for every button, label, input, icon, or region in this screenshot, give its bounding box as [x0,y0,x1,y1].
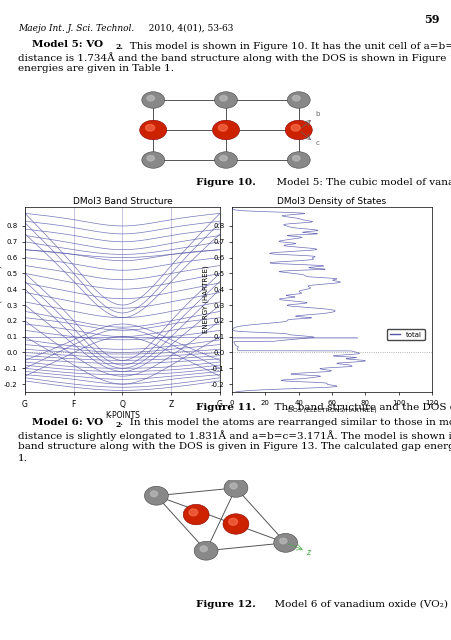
Circle shape [292,156,299,161]
Text: c: c [315,140,318,146]
Text: z: z [305,548,309,557]
Text: distance is 1.734Å and the band structure along with the DOS is shown in Figure : distance is 1.734Å and the band structur… [18,52,451,63]
Text: Figure 12.: Figure 12. [196,600,255,609]
Circle shape [287,152,309,168]
Circle shape [214,92,237,108]
Circle shape [144,486,168,505]
Text: Figure 10.: Figure 10. [196,178,255,187]
Circle shape [279,538,286,544]
Circle shape [218,124,227,131]
Circle shape [212,120,239,140]
Circle shape [228,518,237,525]
Circle shape [230,483,237,489]
Y-axis label: ENERGY (HARTREE): ENERGY (HARTREE) [0,266,2,333]
Circle shape [292,95,299,101]
Text: band structure along with the DOS is given in Figure 13. The calculated gap ener: band structure along with the DOS is giv… [18,442,451,451]
Circle shape [200,546,207,552]
Circle shape [142,152,164,168]
Title: DMol3 Band Structure: DMol3 Band Structure [73,197,172,206]
Circle shape [189,509,198,516]
Text: 2: 2 [115,43,120,51]
Y-axis label: ENERGY (HARTREE): ENERGY (HARTREE) [202,266,209,333]
Circle shape [222,514,249,534]
Text: .  In this model the atoms are rearranged similar to those in model 5. The V-O: . In this model the atoms are rearranged… [120,418,451,427]
Title: DMol3 Density of States: DMol3 Density of States [277,197,386,206]
Circle shape [287,92,309,108]
Circle shape [142,92,164,108]
X-axis label: DOS (ELECTRONS/HARTREE): DOS (ELECTRONS/HARTREE) [287,408,376,413]
Circle shape [183,504,209,525]
Text: 2: 2 [115,421,120,429]
Circle shape [273,533,297,552]
Text: Model 5: VO: Model 5: VO [32,40,103,49]
Circle shape [150,491,157,497]
Text: Maejo Int. J. Sci. Technol.: Maejo Int. J. Sci. Technol. [18,24,134,33]
Text: 1.: 1. [18,454,28,463]
Circle shape [224,479,247,497]
X-axis label: K-POINTS: K-POINTS [105,412,140,420]
Circle shape [145,124,154,131]
Text: b: b [315,111,319,118]
Text: Model 6: VO: Model 6: VO [32,418,103,427]
Text: Model 6 of vanadium oxide (VO₂): Model 6 of vanadium oxide (VO₂) [267,600,447,609]
Text: The band structure and the DOS of model 5: The band structure and the DOS of model … [267,403,451,412]
Text: 59: 59 [423,14,439,25]
Circle shape [290,124,299,131]
Legend: total: total [386,329,423,340]
Circle shape [214,152,237,168]
Text: 2010, 4(01), 53-63: 2010, 4(01), 53-63 [143,24,233,33]
Text: distance is slightly elongated to 1.831Å and a=b=c=3.171Å. The model is shown in: distance is slightly elongated to 1.831Å… [18,430,451,441]
Text: Figure 11.: Figure 11. [196,403,255,412]
Text: .  This model is shown in Figure 10. It has the unit cell of a=b=c=3.468Å. The V: . This model is shown in Figure 10. It h… [120,40,451,51]
Text: energies are given in Table 1.: energies are given in Table 1. [18,64,174,73]
Circle shape [194,541,217,560]
Circle shape [219,95,227,101]
Text: Model 5: The cubic model of vanadium oxide: Model 5: The cubic model of vanadium oxi… [269,178,451,187]
Circle shape [219,156,227,161]
Circle shape [147,156,154,161]
Circle shape [147,95,154,101]
Circle shape [139,120,166,140]
Circle shape [285,120,312,140]
